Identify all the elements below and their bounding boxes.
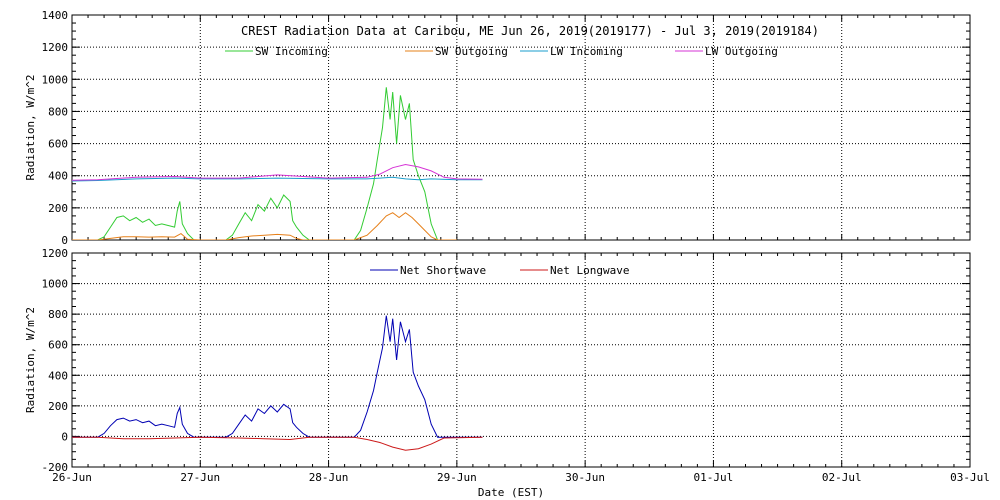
legend-label: SW Outgoing xyxy=(435,45,508,58)
y-tick-label: 0 xyxy=(61,234,68,247)
legend-label: Net Longwave xyxy=(550,264,629,277)
x-tick-label: 01-Jul xyxy=(694,471,734,484)
x-tick-label: 02-Jul xyxy=(822,471,862,484)
plot-frame xyxy=(71,14,971,241)
legend-label: SW Incoming xyxy=(255,45,328,58)
legend-label: LW Outgoing xyxy=(705,45,778,58)
y-tick-label: 800 xyxy=(48,308,68,321)
x-tick-label: 30-Jun xyxy=(565,471,605,484)
legend-label: Net Shortwave xyxy=(400,264,486,277)
bottom-panel: -200 0 200 400 600 800 1000 1200 Radiation, W/m^… xyxy=(24,247,990,499)
top-panel: 0 200 400 600 800 1000 1200 1400 Radiation, W/m^… xyxy=(24,9,971,247)
plot-frame xyxy=(71,252,971,468)
y-tick-label: 1200 xyxy=(42,247,69,260)
y-tick-label: 800 xyxy=(48,105,68,118)
x-axis-label: Date (EST) xyxy=(478,486,544,499)
x-tick-label: 29-Jun xyxy=(437,471,477,484)
y-tick-label: 1000 xyxy=(42,73,69,86)
series-line-lw-outgoing xyxy=(72,163,483,181)
series-line-net-longwave xyxy=(72,436,483,451)
y-tick-label: 400 xyxy=(48,170,68,183)
y-tick-label: 200 xyxy=(48,202,68,215)
y-axis-label: Radiation, W/m^2 xyxy=(24,75,37,181)
y-tick-label: 200 xyxy=(48,400,68,413)
y-tick-label: 600 xyxy=(48,138,68,151)
series-line-net-shortwave xyxy=(72,315,483,438)
x-tick-label: 26-Jun xyxy=(52,471,92,484)
y-tick-label: -200 xyxy=(42,461,69,474)
x-tick-label: 03-Jul xyxy=(950,471,990,484)
y-tick-label: 1200 xyxy=(42,41,69,54)
y-tick-label: 600 xyxy=(48,339,68,352)
x-tick-label: 28-Jun xyxy=(309,471,349,484)
chart-title: CREST Radiation Data at Caribou, ME Jun … xyxy=(241,24,819,38)
y-tick-label: 1400 xyxy=(42,9,69,22)
series-line-sw-incoming xyxy=(72,87,457,240)
x-tick-label: 27-Jun xyxy=(180,471,220,484)
y-tick-label: 1000 xyxy=(42,278,69,291)
y-tick-label: 400 xyxy=(48,369,68,382)
series-line-sw-outgoing xyxy=(72,212,457,240)
legend-label: LW Incoming xyxy=(550,45,623,58)
y-axis-label: Radiation, W/m^2 xyxy=(24,307,37,413)
y-tick-label: 0 xyxy=(61,430,68,443)
series-line-lw-incoming xyxy=(72,176,483,182)
